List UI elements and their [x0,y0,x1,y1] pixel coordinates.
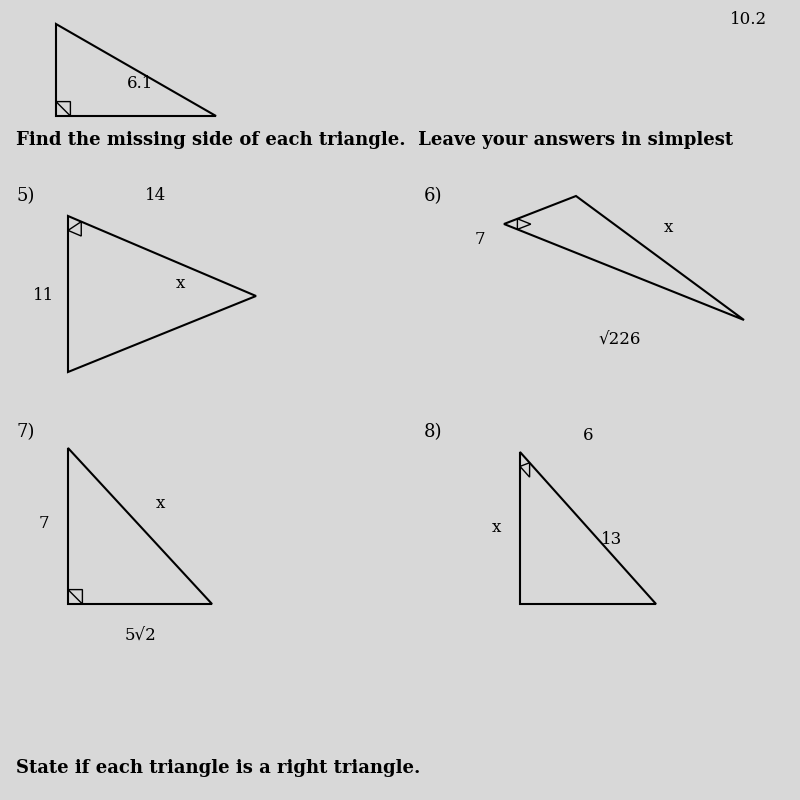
Text: 13: 13 [602,531,622,549]
Text: x: x [663,219,673,237]
Text: x: x [491,519,501,537]
Text: x: x [155,495,165,513]
Text: 11: 11 [34,287,54,305]
Text: State if each triangle is a right triangle.: State if each triangle is a right triang… [16,759,420,777]
Text: 8): 8) [424,423,442,441]
Text: x: x [175,275,185,293]
Text: 14: 14 [146,187,166,205]
Text: 6.1: 6.1 [127,75,153,93]
Text: Find the missing side of each triangle.  Leave your answers in simplest: Find the missing side of each triangle. … [16,131,733,149]
Text: 5): 5) [16,187,34,205]
Text: √226: √226 [599,331,641,349]
Text: 7): 7) [16,423,34,441]
Text: 6): 6) [424,187,442,205]
Text: 10.2: 10.2 [730,11,766,29]
Text: 7: 7 [38,515,50,533]
Text: 6: 6 [582,427,594,445]
Text: 5√2: 5√2 [124,627,156,645]
Text: 7: 7 [474,231,486,249]
